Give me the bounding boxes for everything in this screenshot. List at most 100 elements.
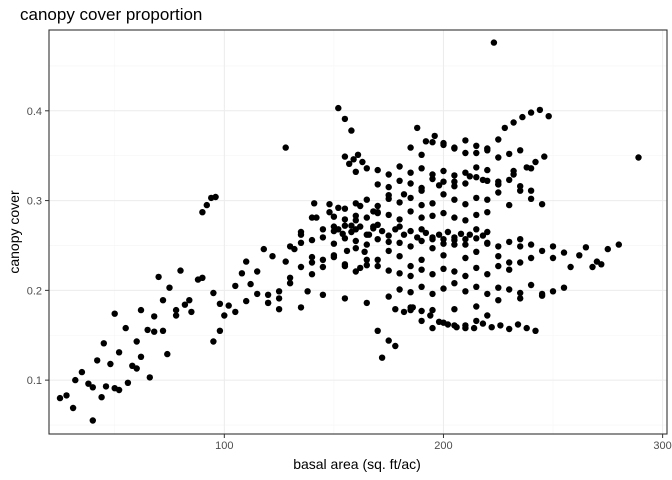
data-point	[361, 248, 368, 255]
data-point	[275, 288, 283, 295]
data-point	[479, 320, 487, 327]
data-point	[473, 248, 480, 255]
data-point	[146, 374, 153, 381]
data-point	[363, 262, 370, 269]
data-point	[604, 245, 611, 253]
data-point	[232, 308, 239, 316]
data-point	[172, 306, 180, 314]
data-point	[396, 177, 403, 184]
data-point	[440, 265, 447, 272]
data-point	[429, 234, 436, 241]
data-point	[451, 172, 458, 179]
data-point	[181, 301, 189, 308]
data-point	[85, 380, 92, 387]
data-point	[538, 290, 546, 298]
data-point	[473, 211, 480, 219]
data-point	[243, 297, 250, 305]
data-point	[462, 149, 469, 157]
data-point	[418, 151, 425, 158]
data-point	[357, 264, 364, 272]
data-point	[429, 324, 436, 332]
data-point	[352, 217, 359, 224]
data-point	[238, 270, 246, 277]
data-point	[260, 245, 267, 253]
data-point	[495, 243, 502, 250]
data-point	[98, 394, 105, 401]
data-point	[352, 245, 359, 252]
data-point	[374, 166, 381, 174]
data-point	[479, 176, 487, 184]
data-point	[407, 262, 414, 270]
data-point	[527, 195, 535, 202]
data-point	[429, 271, 436, 278]
data-point	[341, 115, 349, 123]
data-point	[264, 291, 272, 298]
data-point	[462, 288, 469, 295]
data-point	[159, 327, 167, 334]
data-point	[418, 201, 425, 209]
data-point	[431, 132, 438, 140]
data-point	[94, 357, 101, 364]
data-point	[286, 280, 294, 287]
data-point	[319, 263, 327, 271]
data-point	[400, 308, 408, 316]
data-point	[374, 327, 381, 334]
data-point	[385, 337, 392, 344]
data-point	[341, 261, 349, 268]
data-point	[172, 312, 180, 319]
data-point	[473, 264, 480, 272]
data-point	[363, 231, 370, 238]
data-point	[177, 267, 184, 274]
data-point	[510, 167, 517, 175]
data-point	[549, 243, 557, 250]
data-point	[506, 201, 513, 209]
data-point	[352, 212, 359, 219]
data-point	[435, 182, 443, 189]
data-point	[199, 209, 206, 216]
data-point	[541, 153, 548, 160]
data-point	[451, 178, 458, 185]
data-point	[473, 226, 480, 233]
data-point	[497, 322, 504, 329]
data-point	[510, 119, 517, 126]
data-point	[506, 325, 513, 333]
data-point	[363, 241, 370, 248]
data-point	[451, 306, 458, 313]
data-point	[335, 226, 342, 233]
data-point	[210, 338, 217, 345]
data-point	[484, 209, 491, 216]
y-axis: 0.1 0.2 0.3 0.4	[27, 106, 49, 387]
data-point	[164, 350, 171, 358]
data-point	[286, 243, 294, 250]
data-point	[532, 327, 539, 334]
data-point	[370, 208, 377, 215]
data-point	[514, 321, 522, 328]
data-point	[319, 226, 327, 233]
data-point	[341, 295, 349, 302]
data-point	[348, 127, 355, 134]
data-point	[357, 202, 364, 210]
data-point	[396, 216, 403, 223]
data-point	[159, 297, 167, 304]
data-point	[374, 181, 381, 188]
data-point	[484, 239, 491, 246]
data-point	[216, 300, 224, 307]
data-point	[111, 310, 118, 317]
data-point	[385, 211, 392, 219]
data-point	[407, 289, 414, 296]
data-point	[429, 200, 436, 207]
data-point	[519, 113, 526, 121]
x-axis: 100 200 300	[215, 434, 672, 452]
data-point	[221, 312, 228, 319]
data-point	[429, 139, 436, 146]
data-point	[414, 234, 421, 241]
data-point	[451, 183, 458, 190]
data-point	[517, 147, 524, 154]
data-point	[133, 365, 140, 372]
data-point	[440, 319, 447, 326]
data-point	[335, 104, 342, 112]
data-point	[225, 302, 232, 309]
data-point	[254, 268, 261, 275]
data-point	[385, 238, 392, 246]
y-tick-label: 0.2	[27, 285, 42, 297]
